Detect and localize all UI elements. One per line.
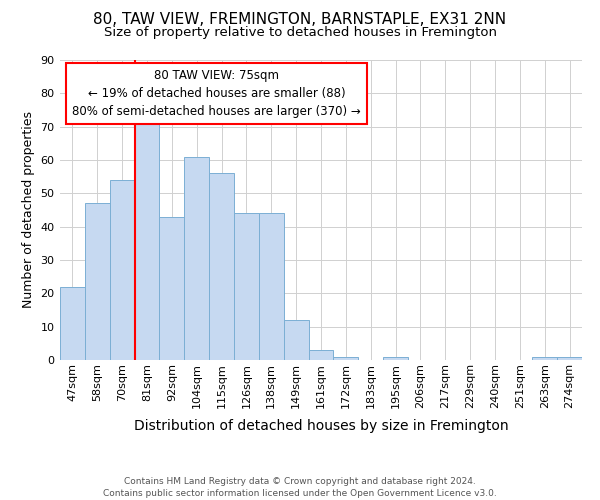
Bar [85, 204, 110, 360]
Bar [259, 214, 284, 360]
X-axis label: Distribution of detached houses by size in Fremington: Distribution of detached houses by size … [134, 419, 508, 433]
Bar [308, 350, 334, 360]
Y-axis label: Number of detached properties: Number of detached properties [22, 112, 35, 308]
Bar [60, 286, 85, 360]
Bar [134, 116, 160, 360]
Bar [234, 214, 259, 360]
Bar [334, 356, 358, 360]
Bar [160, 216, 184, 360]
Text: 80 TAW VIEW: 75sqm
← 19% of detached houses are smaller (88)
80% of semi-detache: 80 TAW VIEW: 75sqm ← 19% of detached hou… [72, 69, 361, 118]
Bar [284, 320, 308, 360]
Bar [110, 180, 134, 360]
Bar [532, 356, 557, 360]
Text: Size of property relative to detached houses in Fremington: Size of property relative to detached ho… [104, 26, 497, 39]
Bar [209, 174, 234, 360]
Bar [557, 356, 582, 360]
Bar [184, 156, 209, 360]
Text: 80, TAW VIEW, FREMINGTON, BARNSTAPLE, EX31 2NN: 80, TAW VIEW, FREMINGTON, BARNSTAPLE, EX… [94, 12, 506, 28]
Text: Contains HM Land Registry data © Crown copyright and database right 2024.
Contai: Contains HM Land Registry data © Crown c… [103, 476, 497, 498]
Bar [383, 356, 408, 360]
